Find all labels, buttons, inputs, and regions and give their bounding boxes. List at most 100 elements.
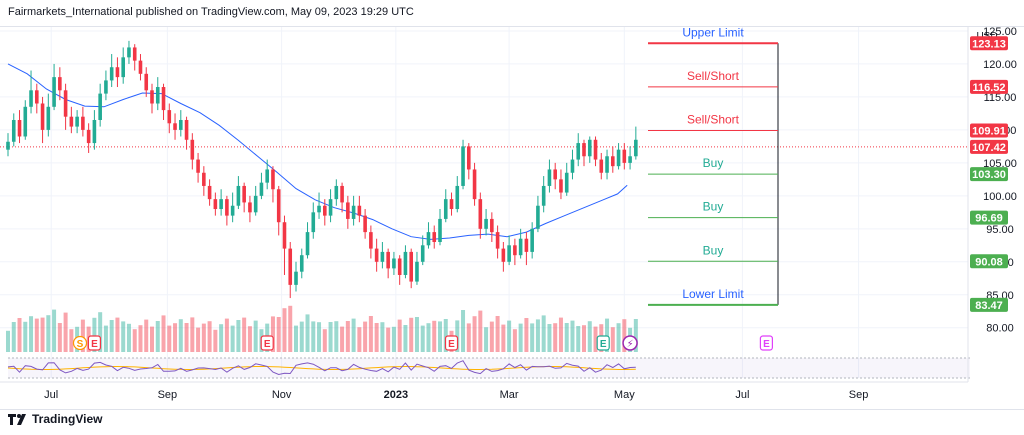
candle-body	[438, 218, 442, 243]
candle-body	[271, 169, 275, 190]
volume-bar	[317, 322, 322, 352]
candle-body	[190, 139, 195, 160]
volume-bar	[190, 317, 195, 352]
candle-body	[518, 238, 523, 256]
volume-bar	[276, 317, 281, 352]
volume-bar	[17, 318, 22, 352]
volume-bar	[167, 325, 172, 352]
price-badge	[970, 254, 1008, 269]
candle-body	[29, 90, 33, 107]
event-marker-label: E	[763, 339, 770, 350]
time-tick-label: May	[614, 389, 635, 401]
volume-bar	[501, 324, 506, 352]
candle-body	[536, 205, 540, 229]
volume-bar	[386, 327, 391, 352]
volume-bar	[512, 329, 517, 352]
candle-body	[317, 205, 321, 213]
candle-body	[225, 199, 229, 216]
candle-body	[397, 258, 402, 275]
volume-bar	[363, 321, 368, 352]
rsi-pane	[7, 357, 970, 379]
volume-bar	[155, 321, 160, 352]
candle-body	[403, 251, 408, 275]
volume-bar	[328, 322, 333, 352]
candle-body	[346, 202, 350, 219]
candle-body	[547, 169, 552, 186]
candle-body	[501, 248, 506, 262]
level-label: Sell/Short	[687, 69, 740, 83]
volume-bar	[253, 320, 258, 352]
volume-bar	[288, 305, 293, 352]
candle-body	[374, 248, 379, 262]
candle-body	[587, 139, 592, 157]
candle-body	[363, 215, 367, 233]
candle-body	[616, 149, 621, 167]
volume-bar	[478, 310, 483, 352]
volume-bar	[63, 312, 68, 352]
volume-bar	[368, 316, 373, 352]
price-tick-label: 105.00	[983, 158, 1017, 170]
time-tick-label: Sep	[158, 389, 178, 401]
candle-body	[380, 251, 385, 262]
volume-bar	[564, 323, 569, 352]
volume-bar	[558, 317, 563, 352]
volume-bar	[311, 321, 316, 352]
candle-body	[443, 199, 448, 219]
volume-bar	[357, 327, 362, 352]
volume-bar	[322, 329, 327, 352]
level-label: Buy	[703, 243, 724, 257]
volume-bar	[334, 321, 339, 352]
volume-bar	[178, 319, 183, 352]
candle-body	[127, 47, 131, 58]
volume-bar	[426, 323, 431, 352]
candle-body	[415, 261, 419, 282]
candle-body	[242, 185, 246, 203]
candle-body	[167, 110, 172, 124]
volume-bar	[270, 316, 275, 352]
volume-bar	[11, 322, 16, 352]
candle-body	[184, 119, 189, 140]
candle-body	[490, 218, 494, 233]
candle-body	[559, 179, 563, 193]
volume-bar	[173, 323, 178, 352]
event-markers: S E E E E ⚡ E	[72, 335, 774, 351]
price-tick-label: 100.00	[983, 191, 1017, 203]
volume-bar	[219, 324, 224, 352]
tradingview-logo-icon	[8, 412, 28, 426]
volume-bar	[98, 312, 103, 352]
earnings-event-icon	[444, 335, 459, 351]
candle-body	[98, 93, 102, 120]
tradingview-footer[interactable]: TradingView	[8, 412, 102, 426]
event-marker-label: E	[264, 339, 271, 350]
candle-body	[478, 199, 483, 229]
volume-bar	[622, 319, 627, 352]
volume-bar	[420, 325, 425, 352]
volume-bar	[40, 317, 45, 352]
candle-body	[420, 245, 425, 262]
candle-body	[564, 172, 569, 193]
candle-body	[144, 73, 149, 91]
price-tick-label: 115.00	[984, 92, 1017, 104]
price-badge-label: 103.30	[972, 169, 1006, 181]
candle-body	[455, 185, 460, 210]
candle-body	[161, 87, 166, 111]
candle-body	[253, 195, 258, 213]
volume-bar	[230, 325, 235, 352]
volume-bar	[52, 309, 57, 352]
price-badge-label: 123.13	[972, 38, 1006, 50]
volume-bar	[461, 310, 466, 352]
level-annotations: Upper Limit Sell/Short Sell/Short Buy Buy Buy…	[648, 25, 779, 306]
candle-body	[392, 258, 396, 269]
candle-body	[52, 77, 56, 107]
volume-bar	[207, 321, 212, 352]
time-tick-label: 2023	[384, 389, 408, 401]
price-badge	[970, 79, 1008, 94]
volume-bar	[138, 325, 143, 352]
candle-body	[628, 156, 632, 163]
candle-body	[265, 169, 269, 183]
candle-body	[23, 106, 28, 137]
candle-body	[115, 67, 120, 78]
volume-bar	[351, 318, 356, 352]
candle-body	[576, 143, 581, 160]
